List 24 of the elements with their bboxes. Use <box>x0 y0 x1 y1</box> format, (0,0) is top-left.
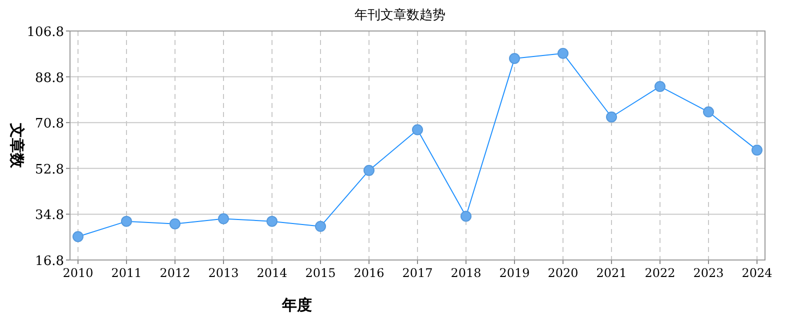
x-tick-label: 2022 <box>644 266 676 280</box>
y-tick-label: 88.8 <box>35 70 64 86</box>
x-tick-label: 2010 <box>62 266 94 280</box>
x-tick-label: 2021 <box>596 266 627 280</box>
x-tick-label: 2014 <box>256 266 288 280</box>
y-tick-label: 70.8 <box>35 116 64 132</box>
y-tick-label: 52.8 <box>35 162 64 178</box>
x-tick-label: 2016 <box>354 266 384 280</box>
x-tick-label: 2012 <box>160 266 190 280</box>
y-tick-label: 34.8 <box>35 208 64 224</box>
x-tick-label: 2015 <box>305 266 336 280</box>
y-axis-title: 文章数 <box>8 122 26 169</box>
x-tick-label: 2024 <box>742 266 773 280</box>
x-tick-label: 2017 <box>402 266 433 280</box>
x-tick-label: 2013 <box>208 266 239 280</box>
chart-title: 年刊文章数趋势 <box>354 8 446 23</box>
x-tick-label: 2011 <box>111 266 142 280</box>
x-axis-title: 年度 <box>281 296 312 314</box>
x-tick-label: 2018 <box>450 266 482 280</box>
x-tick-label: 2019 <box>499 266 530 280</box>
x-tick-label: 2020 <box>548 266 578 280</box>
y-tick-label: 106.8 <box>26 25 64 40</box>
y-tick-label: 16.8 <box>35 254 64 269</box>
x-tick-label: 2023 <box>693 266 724 280</box>
